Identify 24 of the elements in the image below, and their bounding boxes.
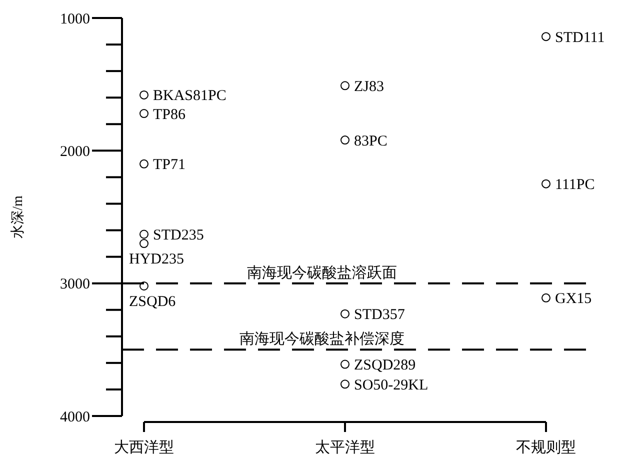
annotation: STD111 <box>555 30 605 46</box>
ref-line-label: 南海现今碳酸盐补偿深度 <box>240 330 404 348</box>
x-tick-label: 太平洋型 <box>315 439 375 456</box>
annotation: ZJ83 <box>354 78 384 95</box>
ref-line-label: 南海现今碳酸盐溶跃面 <box>247 264 397 282</box>
annotation: TP71 <box>153 157 186 174</box>
y-tick-label: 3000 <box>60 276 90 293</box>
annotation: GX15 <box>555 291 592 308</box>
annotation: BKAS81PC <box>153 88 226 104</box>
annotation: ZSQD289 <box>354 358 416 374</box>
annotation: HYD235 <box>129 252 184 268</box>
annotation: SO50-29KL <box>354 377 428 394</box>
annotation: STD357 <box>354 307 406 324</box>
y-tick-label: 4000 <box>60 409 90 426</box>
annotation: ZSQD6 <box>129 294 176 310</box>
y-tick-label: 2000 <box>60 144 90 160</box>
annotation: STD235 <box>153 227 204 244</box>
annotation: 83PC <box>354 133 388 150</box>
x-tick-label: 大西洋型 <box>114 439 174 456</box>
y-axis-title: 水深/m <box>10 196 26 238</box>
annotation: 111PC <box>555 177 595 194</box>
x-tick-label: 不规则型 <box>516 439 576 456</box>
annotation: TP86 <box>153 106 186 123</box>
y-tick-label: 1000 <box>60 11 90 28</box>
